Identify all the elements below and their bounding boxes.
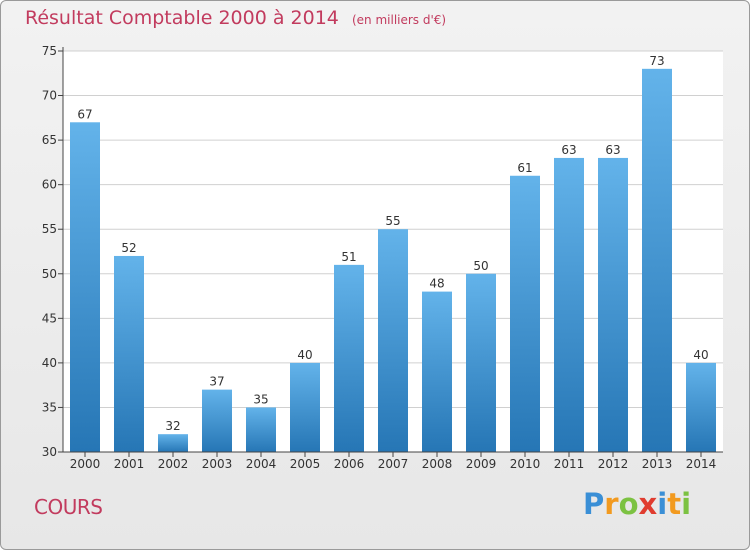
y-tick-label: 55 [42,222,57,236]
bar [378,229,408,452]
data-label: 63 [561,143,576,157]
x-tick-label: 2006 [334,457,365,471]
bar [598,157,628,452]
data-label: 61 [517,161,532,175]
bar [466,273,496,452]
x-tick-label: 2004 [246,457,277,471]
logo-letter: i [681,487,692,521]
title-row: Résultat Comptable 2000 à 2014 (en milli… [25,7,446,29]
data-label: 37 [209,375,224,389]
x-tick-label: 2011 [554,457,585,471]
x-tick-label: 2001 [114,457,145,471]
bar [510,175,540,452]
logo-letter: t [667,487,682,521]
data-label: 51 [341,250,356,264]
data-label: 73 [649,54,664,68]
data-label: 50 [473,259,488,273]
data-label: 67 [77,107,92,121]
bar [642,68,672,453]
y-tick-label: 45 [42,311,57,325]
x-tick-label: 2013 [642,457,673,471]
bar [202,389,232,452]
bar [70,122,100,453]
x-tick-label: 2003 [202,457,233,471]
bar [334,264,364,452]
bar [246,407,276,452]
y-tick-label: 40 [42,356,57,370]
y-tick-label: 60 [42,178,57,192]
bar [114,255,144,452]
data-label: 48 [429,277,444,291]
y-tick-label: 30 [42,445,57,459]
y-tick-label: 70 [42,89,57,103]
city-name: COURS [34,495,103,519]
y-tick-label: 35 [42,400,57,414]
x-tick-label: 2000 [70,457,101,471]
bar [554,157,584,452]
y-tick-label: 65 [42,133,57,147]
chart-title: Résultat Comptable 2000 à 2014 [25,7,339,29]
logo-letter: o [618,487,639,521]
data-label: 40 [693,348,708,362]
bar [158,434,188,452]
x-tick-label: 2005 [290,457,321,471]
x-tick-label: 2014 [686,457,717,471]
bar [290,362,320,452]
bar [686,362,716,452]
logo-letter: r [604,487,619,521]
logo-letter: P [583,487,605,521]
logo-letter: i [657,487,668,521]
x-tick-label: 2012 [598,457,629,471]
x-tick-label: 2010 [510,457,541,471]
x-tick-label: 2009 [466,457,497,471]
logo-letter: x [638,487,658,521]
x-tick-label: 2002 [158,457,189,471]
bar [422,291,452,452]
x-tick-label: 2007 [378,457,409,471]
data-label: 52 [121,241,136,255]
proxiti-logo[interactable]: Proxiti [583,487,691,521]
chart-subtitle: (en milliers d'€) [351,13,447,27]
y-tick-label: 50 [42,267,57,281]
data-label: 63 [605,143,620,157]
data-label: 32 [165,419,180,433]
data-label: 40 [297,348,312,362]
y-tick-label: 75 [42,44,57,58]
x-tick-label: 2008 [422,457,453,471]
data-label: 55 [385,214,400,228]
data-label: 35 [253,392,268,406]
